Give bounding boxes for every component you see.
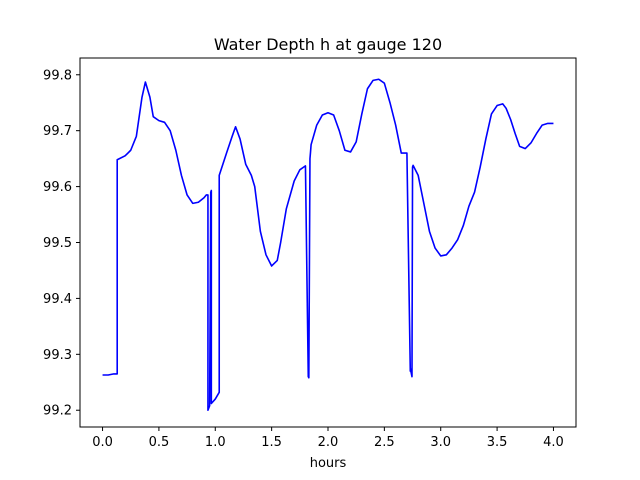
plot-area	[80, 58, 576, 427]
x-tick-label: 1.5	[261, 435, 282, 450]
y-tick-label: 99.5	[43, 236, 72, 251]
series-line	[102, 78, 554, 412]
y-tick-label: 99.4	[43, 292, 72, 307]
y-tick-label: 99.8	[43, 68, 72, 83]
chart-title: Water Depth h at gauge 120	[214, 35, 442, 54]
y-axis: 99.2 99.3 99.4 99.5 99.6 99.7 99.8	[43, 68, 80, 419]
series-layer	[102, 78, 554, 412]
y-tick-label: 99.7	[43, 124, 72, 139]
x-axis-label: hours	[310, 456, 347, 471]
x-tick-label: 4.0	[543, 435, 564, 450]
y-tick-label: 99.2	[43, 404, 72, 419]
x-tick-label: 0.5	[149, 435, 170, 450]
x-tick-label: 1.0	[205, 435, 226, 450]
x-tick-label: 2.0	[318, 435, 339, 450]
x-tick-label: 2.5	[374, 435, 395, 450]
x-tick-label: 0.0	[92, 435, 113, 450]
x-axis: 0.0 0.5 1.0 1.5 2.0 2.5 3.0 3.5 4.0	[92, 427, 564, 450]
y-tick-label: 99.6	[43, 180, 72, 195]
y-tick-label: 99.3	[43, 348, 72, 363]
x-tick-label: 3.5	[487, 435, 508, 450]
x-tick-label: 3.0	[430, 435, 451, 450]
